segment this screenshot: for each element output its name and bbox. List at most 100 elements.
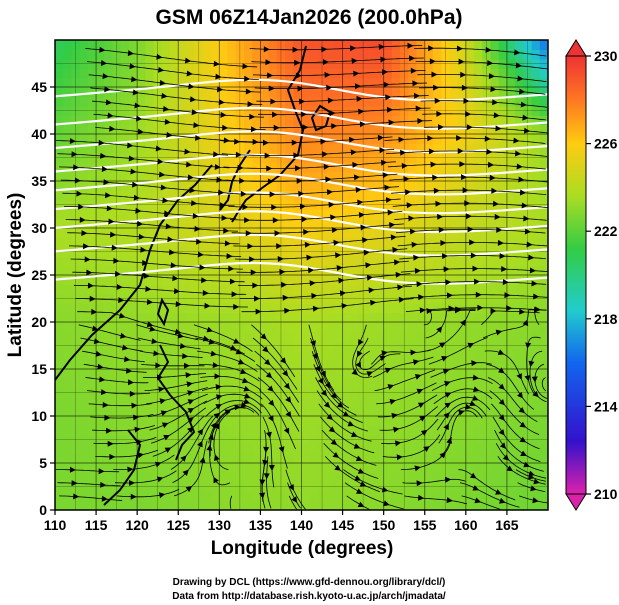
temperature-cell: [301, 425, 311, 436]
temperature-cell: [178, 500, 188, 510]
temperature-cell: [342, 463, 352, 473]
streamline-arrow: [137, 452, 144, 459]
streamline-arrow: [250, 126, 257, 133]
streamline-arrow: [498, 367, 505, 374]
temperature-cell: [449, 246, 459, 257]
streamline-arrow: [215, 384, 222, 390]
streamline: [415, 60, 548, 70]
temperature-cell: [268, 237, 278, 248]
temperature-cell: [391, 96, 401, 107]
temperature-cell: [326, 453, 335, 464]
streamline: [484, 350, 530, 395]
temperature-cell: [457, 425, 467, 436]
temperature-cell: [161, 340, 171, 351]
streamline-arrow: [264, 152, 271, 159]
temperature-cell: [153, 190, 163, 201]
temperature-cell: [137, 256, 146, 267]
temperature-cell: [211, 491, 220, 502]
temperature-cell: [523, 331, 533, 342]
temperature-cell: [243, 387, 253, 398]
temperature-cell: [293, 472, 303, 483]
streamline-arrow: [502, 279, 509, 286]
temperature-cell: [383, 406, 393, 417]
temperature-cell: [79, 322, 89, 332]
temperature-cell: [391, 134, 401, 144]
temperature-cell: [153, 350, 163, 361]
temperature-cell: [465, 463, 475, 473]
temperature-cell: [137, 134, 146, 144]
streamline-arrow: [358, 108, 365, 115]
streamline-arrow: [245, 88, 252, 95]
temperature-cell: [87, 171, 97, 182]
temperature-cell: [449, 58, 459, 69]
streamline: [460, 482, 520, 508]
temperature-cell: [391, 209, 401, 220]
temperature-cell: [441, 303, 450, 314]
streamline-arrow: [210, 422, 217, 429]
temperature-cell: [170, 171, 179, 182]
temperature-cell: [243, 350, 253, 361]
temperature-cell: [194, 387, 204, 398]
temperature-cell: [79, 199, 89, 210]
temperature-cell: [506, 190, 516, 201]
temperature-cell: [104, 322, 114, 332]
temperature-cell: [252, 256, 262, 267]
streamline-arrow: [496, 226, 503, 233]
streamline: [201, 385, 263, 400]
x-tick-label: 140: [290, 517, 314, 533]
streamline-arrow: [192, 213, 199, 219]
streamline-arrow: [245, 230, 252, 237]
temperature-cell: [342, 472, 352, 483]
streamline-arrow: [381, 350, 388, 357]
streamline-arrow: [187, 408, 195, 414]
temperature-cell: [301, 77, 311, 88]
temperature-cell: [235, 77, 245, 88]
temperature-cell: [211, 181, 220, 191]
temperature-cell: [375, 472, 385, 483]
temperature-cell: [359, 265, 368, 276]
streamline-arrow: [105, 192, 112, 199]
streamline-arrow: [443, 412, 450, 419]
temperature-cell: [301, 162, 311, 173]
temperature-cell: [523, 303, 533, 314]
temperature-cell: [104, 209, 114, 220]
temperature-cell: [359, 491, 368, 502]
temperature-cell: [449, 143, 459, 154]
streamline-arrow: [363, 249, 370, 256]
temperature-cell: [309, 105, 319, 116]
temperature-cell: [219, 134, 229, 144]
temperature-cell: [449, 434, 459, 445]
temperature-cell: [243, 209, 253, 220]
temperature-cell: [145, 58, 155, 69]
temperature-cell: [87, 209, 97, 220]
temperature-cell: [268, 115, 278, 126]
temperature-cell: [309, 378, 319, 389]
temperature-cell: [359, 58, 368, 69]
temperature-cell: [424, 218, 434, 229]
temperature-cell: [350, 152, 360, 163]
streamline-arrow: [459, 161, 466, 168]
temperature-cell: [416, 397, 426, 408]
temperature-cell: [79, 284, 89, 295]
temperature-cell: [449, 134, 459, 144]
temperature-cell: [252, 40, 262, 50]
temperature-cell: [309, 397, 319, 408]
temperature-cell: [408, 500, 418, 510]
temperature-cell: [457, 190, 467, 201]
coastline-borneo: [103, 429, 142, 506]
temperature-cell: [424, 312, 434, 323]
temperature-cell: [359, 359, 368, 370]
temperature-cell: [194, 491, 204, 502]
temperature-cell: [252, 303, 262, 314]
temperature-cell: [301, 124, 311, 135]
temperature-cell: [498, 105, 508, 116]
streamline-arrow: [312, 305, 320, 312]
temperature-cell: [285, 181, 294, 191]
temperature-cell: [112, 68, 122, 79]
temperature-cell: [79, 115, 89, 126]
temperature-cell: [416, 491, 426, 502]
temperature-cell: [326, 406, 335, 417]
temperature-cell: [235, 171, 245, 182]
temperature-cell: [400, 68, 409, 79]
temperature-cell: [252, 162, 262, 173]
